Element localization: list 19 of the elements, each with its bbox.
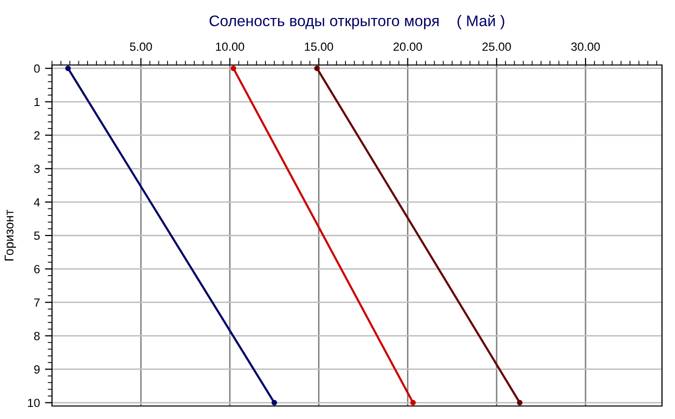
x-tick-label: 30.00 <box>571 42 600 51</box>
y-tick-label: 4 <box>34 198 40 206</box>
x-tick-label: 15.00 <box>304 42 334 51</box>
y-tick-label: 10 <box>28 398 40 408</box>
x-tick-label: 25.00 <box>482 42 511 51</box>
x-tick-label: 20.00 <box>394 42 422 51</box>
y-tick-label: 2 <box>34 131 40 140</box>
y-tick-label: 0 <box>34 64 40 73</box>
x-tick-label: 5.00 <box>130 42 152 51</box>
x-tick-label: 10.00 <box>216 42 244 51</box>
y-tick-label: 9 <box>34 365 40 374</box>
y-tick-label: 7 <box>34 298 40 307</box>
chart-title: Соленость воды открытого моря ( Май ) <box>210 14 504 30</box>
y-tick-label: 3 <box>34 164 40 174</box>
y-tick-label: 8 <box>34 332 40 340</box>
y-tick-label: 6 <box>34 264 40 274</box>
y-axis-title: Горизонт <box>4 210 16 260</box>
y-tick-label: 1 <box>34 98 40 106</box>
y-tick-label: 5 <box>34 232 40 240</box>
